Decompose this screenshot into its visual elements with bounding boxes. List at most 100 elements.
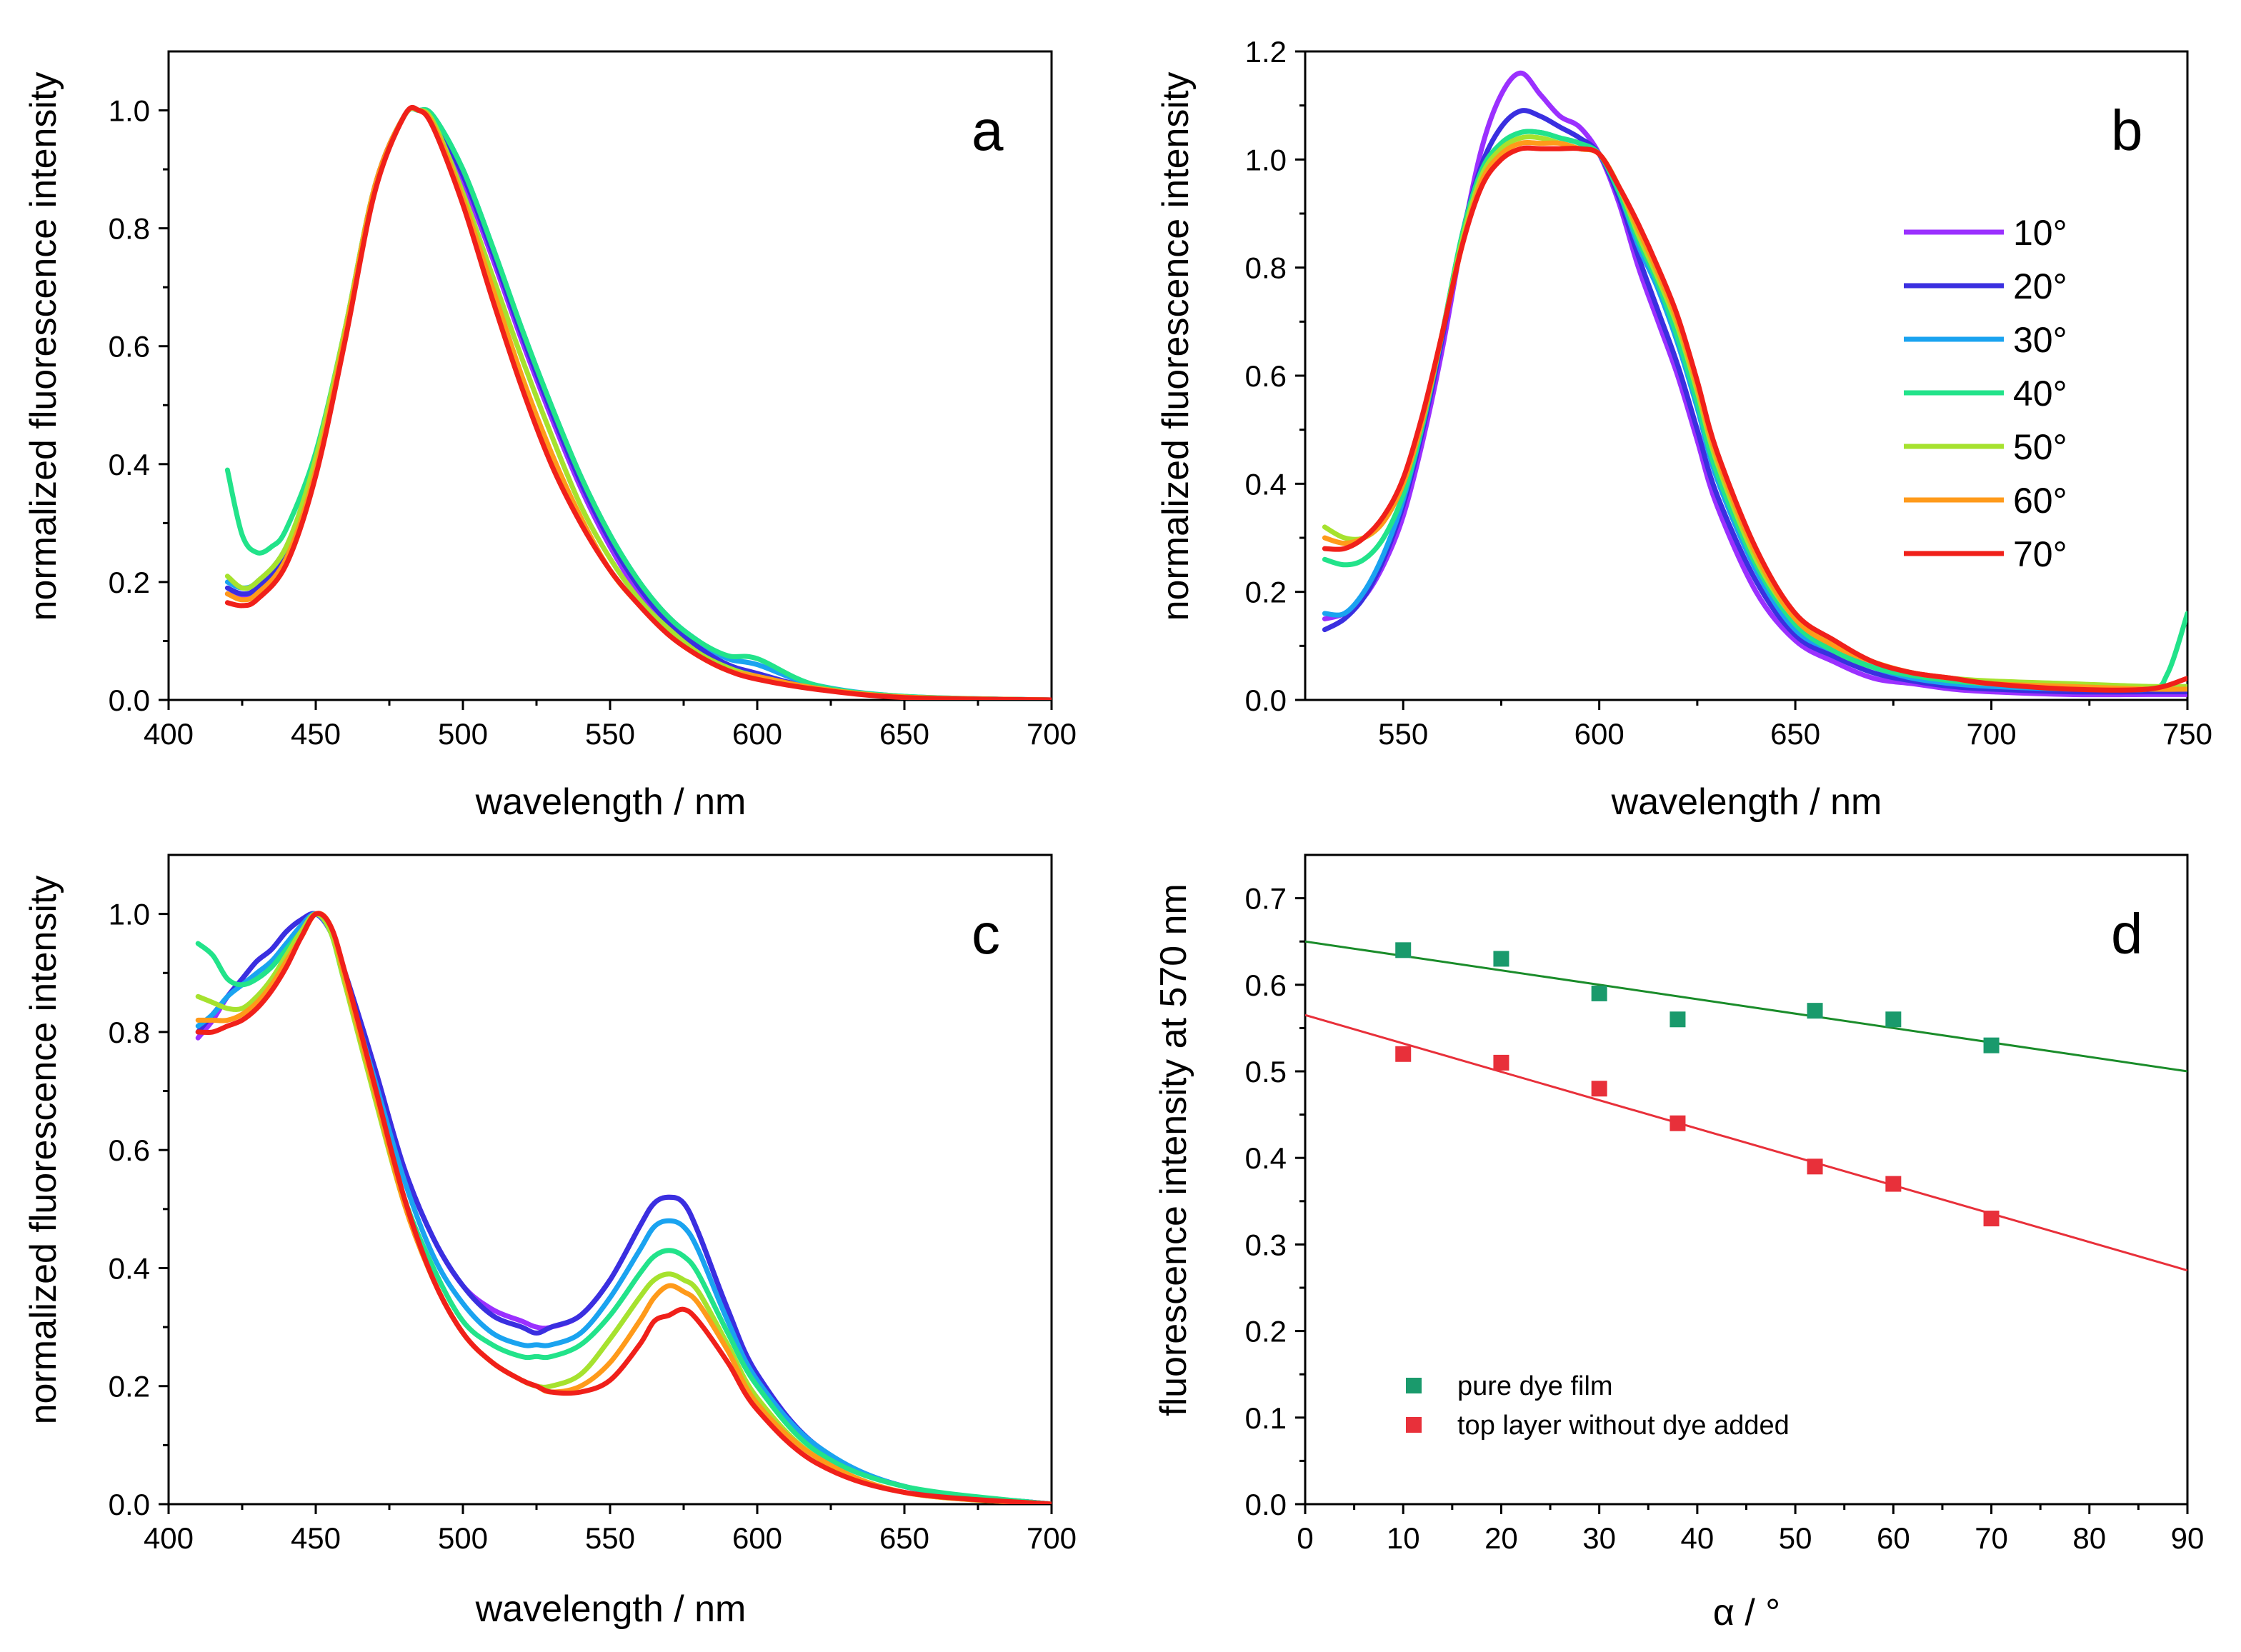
panel-c-x-tick-label: 700 [1027,1521,1077,1555]
panel-a-series-60deg [224,105,1052,700]
panel-d-x-tick-label: 90 [2171,1521,2205,1555]
panel-d-point-0 [1885,1011,1902,1028]
panel-a-series-20deg [224,106,1052,700]
panel-c-x-tick-label: 550 [585,1521,635,1555]
panel-a-frame [167,50,1053,701]
legend-label-70deg: 70° [2013,534,2067,574]
panel-c-frame [167,853,1053,1506]
panel-a-x-tick-label: 450 [291,717,341,751]
panel-c-y-tick-label: 0.8 [109,1016,150,1049]
panel-c-x-tick-label: 500 [438,1521,488,1555]
panel-d-letter: d [2111,902,2143,966]
panel-b-series-70deg [1322,145,2187,693]
panel-c-letter: c [972,902,1000,966]
panel-d-x-tick-label: 30 [1582,1521,1616,1555]
panel-d-x-tick-label: 0 [1297,1521,1313,1555]
panel-d-point-1 [1493,1054,1509,1071]
panel-c-series-10deg [195,911,1052,1504]
panel-d-point-1 [1591,1081,1607,1097]
panel-a-series-10deg [224,106,1052,700]
legend-label-20deg: 20° [2013,266,2067,306]
panel-d-y-tick-label: 0.0 [1245,1488,1287,1521]
panel-d-point-1 [1395,1046,1412,1062]
legend-label-60deg: 60° [2013,481,2067,521]
panel-b-x-tick-label: 600 [1574,717,1624,751]
panel-d-point-0 [1807,1003,1823,1019]
panel-d-x-axis-title: α / ° [1713,1592,1780,1633]
panel-c-y-tick-label: 0.0 [109,1488,150,1521]
panel-d-legend: pure dye film top layer without dye added [1406,1371,1790,1441]
panel-d-y-tick-label: 0.1 [1245,1401,1287,1435]
panel-b-y-tick-label: 0.0 [1245,684,1287,717]
panel-c-x-tick-label: 400 [144,1521,194,1555]
panel-a-y-tick-label: 0.8 [109,212,150,246]
panel-b-y-tick-label: 0.8 [1245,251,1287,285]
panel-b-y-tick-label: 1.0 [1245,143,1287,176]
legend-label-30deg: 30° [2013,320,2067,360]
panel-d-point-0 [1493,951,1509,967]
panel-a-y-tick-label: 0.0 [109,684,150,717]
panel-a-series-70deg [224,104,1052,700]
panel-b-y-tick-label: 1.2 [1245,35,1287,69]
panel-c-y-tick-label: 0.6 [109,1133,150,1167]
panel-d-x-tick-label: 40 [1681,1521,1715,1555]
panel-d-x-tick-label: 10 [1387,1521,1420,1555]
panel-b: 550 600 650 700 750 0.0 0.2 0.4 0.6 0.8 1.0 1.2 b w… [1155,35,2212,823]
panel-c-y-axis-title: normalized fluorescence intensity [23,876,64,1425]
panel-d-point-1 [1669,1115,1686,1131]
panel-d-point-0 [1395,942,1412,958]
panel-b-x-tick-label: 650 [1770,717,1820,751]
panel-d-point-0 [1983,1037,2000,1053]
panel-d-point-1 [1807,1158,1823,1175]
panel-a-x-tick-label: 400 [144,717,194,751]
panel-a-x-tick-label: 600 [732,717,782,751]
panel-c-x-tick-label: 600 [732,1521,782,1555]
panel-d-x-tick-label: 60 [1877,1521,1910,1555]
panel-b-y-tick-label: 0.2 [1245,576,1287,609]
panel-b-y-tick-label: 0.6 [1245,359,1287,393]
panel-c-series-20deg [195,911,1052,1504]
legend-swatch-1 [1406,1417,1422,1433]
panel-d-x-tick-label: 20 [1484,1521,1518,1555]
panel-d-fit-line-0 [1305,940,2187,1073]
panel-a-y-tick-label: 0.6 [109,330,150,364]
panel-a: 400 450 500 550 600 650 7000.00.20.40.60.81.0 … [23,50,1077,823]
legend-swatch-0 [1406,1378,1422,1393]
panel-d-point-0 [1669,1011,1686,1028]
panel-c-series-40deg [195,911,1052,1504]
panel-c-series-50deg [195,911,1052,1504]
panel-c-y-tick-label: 1.0 [109,898,150,931]
legend-label-50deg: 50° [2013,427,2067,467]
panel-b-y-tick-label: 0.4 [1245,467,1287,501]
panel-d-fit-line-1 [1305,1013,2187,1272]
panel-c-x-tick-label: 650 [879,1521,929,1555]
panel-d-y-tick-label: 0.7 [1245,882,1287,916]
panel-b-x-axis-title: wavelength / nm [1611,781,1882,823]
panel-a-y-tick-label: 0.2 [109,566,150,599]
panel-b-x-tick-label: 700 [1967,717,2017,751]
panel-b-y-axis-title: normalized fluorescence intensity [1155,72,1197,621]
panel-d-x-tick-label: 50 [1779,1521,1812,1555]
panel-d: 0 10 20 30 40 50 60 70 80 90 0.0 0.1 0.2 0.3 0.4 0.5 0.6… [1153,853,2205,1633]
panel-d-y-axis-title: fluorescence intensity at 570 nm [1153,883,1194,1416]
panel-b-x-tick-label: 550 [1378,717,1428,751]
panel-c-series-70deg [195,911,1052,1504]
panel-a-x-axis-title: wavelength / nm [475,781,747,823]
panel-c: 400 450 500 550 600 650 7000.00.20.40.60.81.0 … [23,853,1077,1630]
panel-a-letter: a [972,99,1004,162]
panel-d-y-tick-label: 0.4 [1245,1141,1287,1175]
panel-a-series-40deg [224,106,1052,700]
legend-label-1: top layer without dye added [1457,1411,1790,1441]
panel-d-y-tick-label: 0.5 [1245,1055,1287,1088]
panel-d-x-tick-label: 70 [1975,1521,2008,1555]
legend-label-40deg: 40° [2013,374,2067,414]
panel-a-x-tick-label: 550 [585,717,635,751]
panel-d-point-1 [1983,1211,2000,1227]
panel-c-y-tick-label: 0.2 [109,1370,150,1403]
panel-c-x-tick-label: 450 [291,1521,341,1555]
panel-d-point-0 [1591,985,1607,1001]
legend-label-10deg: 10° [2013,213,2067,253]
panel-d-y-tick-label: 0.6 [1245,968,1287,1002]
panel-a-y-tick-label: 1.0 [109,94,150,128]
